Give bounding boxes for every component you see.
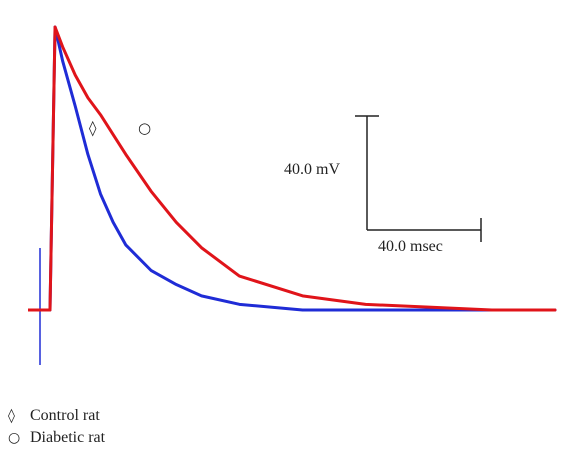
trace-markers: ◊ ○ (89, 119, 151, 137)
control-trace-marker: ◊ (89, 119, 97, 137)
diamond-marker-icon: ◊ (8, 408, 15, 424)
circle-marker-icon: ○ (8, 430, 21, 446)
diabetic-trace-marker: ○ (138, 119, 151, 137)
legend-label-diabetic: Diabetic rat (30, 429, 106, 446)
trace-group (28, 25, 557, 365)
diabetic-trace-line (48, 25, 557, 312)
time-scale-label: 40.0 msec (378, 238, 443, 255)
scale-bar: 40.0 mV 40.0 msec (284, 115, 482, 255)
control-trace-line (48, 25, 557, 312)
voltage-scale-label: 40.0 mV (284, 161, 340, 178)
legend: ◊ Control rat ○ Diabetic rat (8, 405, 105, 449)
legend-item-control: ◊ Control rat (8, 405, 105, 427)
legend-item-diabetic: ○ Diabetic rat (8, 427, 105, 449)
legend-label-control: Control rat (30, 407, 100, 424)
